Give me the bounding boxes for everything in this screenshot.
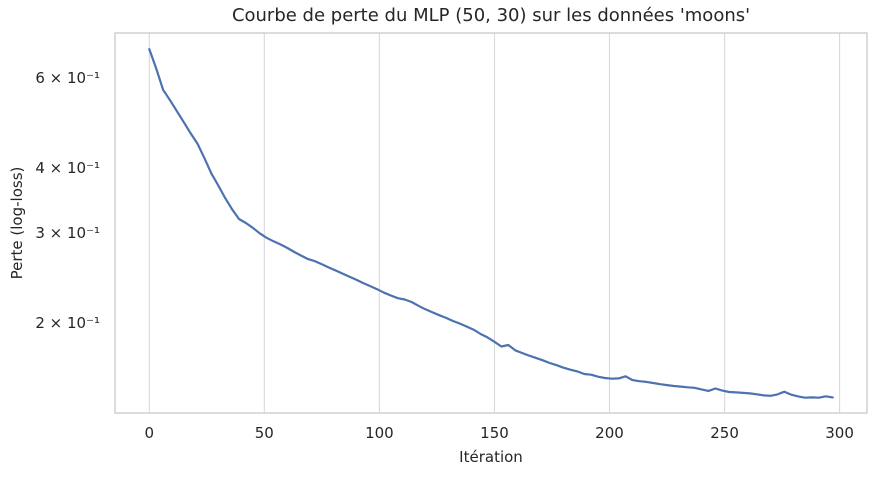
x-gridlines (148, 33, 841, 413)
y-tick-label-0.6: 6 × 10⁻¹ (35, 69, 100, 87)
x-tick-label-200: 200 (595, 424, 624, 442)
x-tick-label-300: 300 (825, 424, 854, 442)
y-tick-label-0.2: 2 × 10⁻¹ (35, 314, 100, 332)
x-tick-label-250: 250 (710, 424, 739, 442)
x-tick-label-100: 100 (365, 424, 394, 442)
plot-border (114, 32, 868, 414)
y-tick-label-0.3: 3 × 10⁻¹ (35, 223, 100, 242)
x-axis-label: Itération (459, 448, 523, 466)
x-tick-label-50: 50 (254, 424, 274, 442)
y-axis-label: Perte (log-loss) (8, 166, 26, 280)
y-tick-label-0.4: 4 × 10⁻¹ (35, 159, 100, 178)
x-tick-label-150: 150 (480, 424, 509, 442)
x-tick-label-0: 0 (144, 424, 155, 442)
loss-curve-line (148, 48, 834, 399)
chart-title: Courbe de perte du MLP (50, 30) sur les … (231, 5, 751, 26)
